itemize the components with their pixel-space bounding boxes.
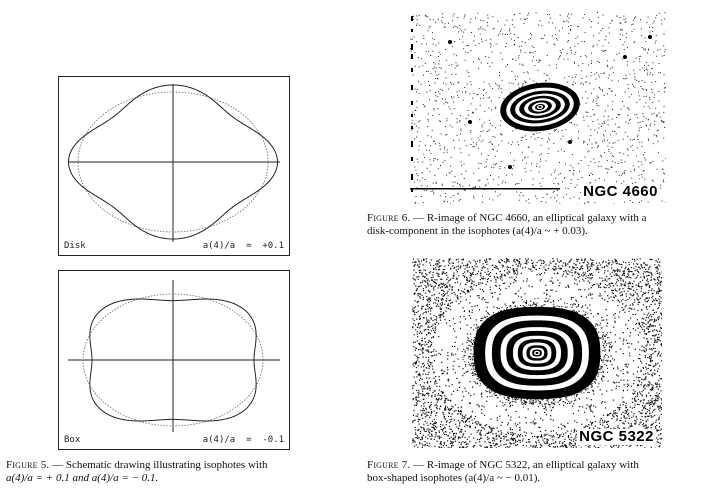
disk-reference-ellipse — [77, 91, 269, 233]
ngc4660-noise — [410, 12, 666, 204]
ngc4660-label: NGC 4660 — [581, 183, 660, 200]
box-panel-name: Box — [64, 435, 81, 445]
box-panel-value: a(4)/a = -0.1 — [203, 435, 284, 445]
box-isophote-curve — [89, 298, 257, 422]
figure5-disk-panel: Disk a(4)/a = +0.1 — [58, 76, 290, 256]
figure6-image: NGC 4660 — [410, 12, 666, 204]
disk-isophote-curve — [67, 84, 279, 240]
figure5-caption-head: Figure 5. — [6, 459, 50, 471]
disk-panel-value: a(4)/a = +0.1 — [203, 241, 284, 251]
figure7-caption-text: — R-image of NGC 5322, an elliptical gal… — [410, 459, 639, 471]
box-reference-ellipse — [82, 293, 264, 427]
ngc4660-edge-marks — [410, 16, 560, 192]
figure7-image: NGC 5322 — [412, 258, 662, 448]
figure5-caption-text: — Schematic drawing illustrating isophot… — [49, 459, 268, 471]
figure6-caption: Figure 6. — R-image of NGC 4660, an elli… — [367, 212, 712, 238]
figure5-caption-line2: a(4)/a = + 0.1 and a(4)/a = − 0.1. — [6, 472, 159, 484]
figure6-caption-line2: disk-component in the isophotes (a(4)/a … — [367, 225, 588, 237]
ngc5322-label: NGC 5322 — [577, 428, 656, 445]
ngc4660-isophote-image — [410, 12, 666, 204]
figure6-caption-text: — R-image of NGC 4660, an elliptical gal… — [410, 212, 647, 224]
figure5-box-panel: Box a(4)/a = -0.1 — [58, 270, 290, 450]
disk-panel-name: Disk — [64, 241, 86, 251]
figure7-caption: Figure 7. — R-image of NGC 5322, an elli… — [367, 459, 712, 485]
figure5-caption: Figure 5. — Schematic drawing illustrati… — [6, 459, 351, 485]
figure6-caption-head: Figure 6. — [367, 212, 411, 224]
ngc5322-isophote-image — [412, 258, 662, 448]
figure7-caption-line2: box-shaped isophotes (a(4)/a ~ − 0.01). — [367, 472, 541, 484]
ngc4660-galaxy — [500, 82, 580, 132]
figure7-caption-head: Figure 7. — [367, 459, 411, 471]
ngc5322-galaxy — [473, 306, 601, 400]
